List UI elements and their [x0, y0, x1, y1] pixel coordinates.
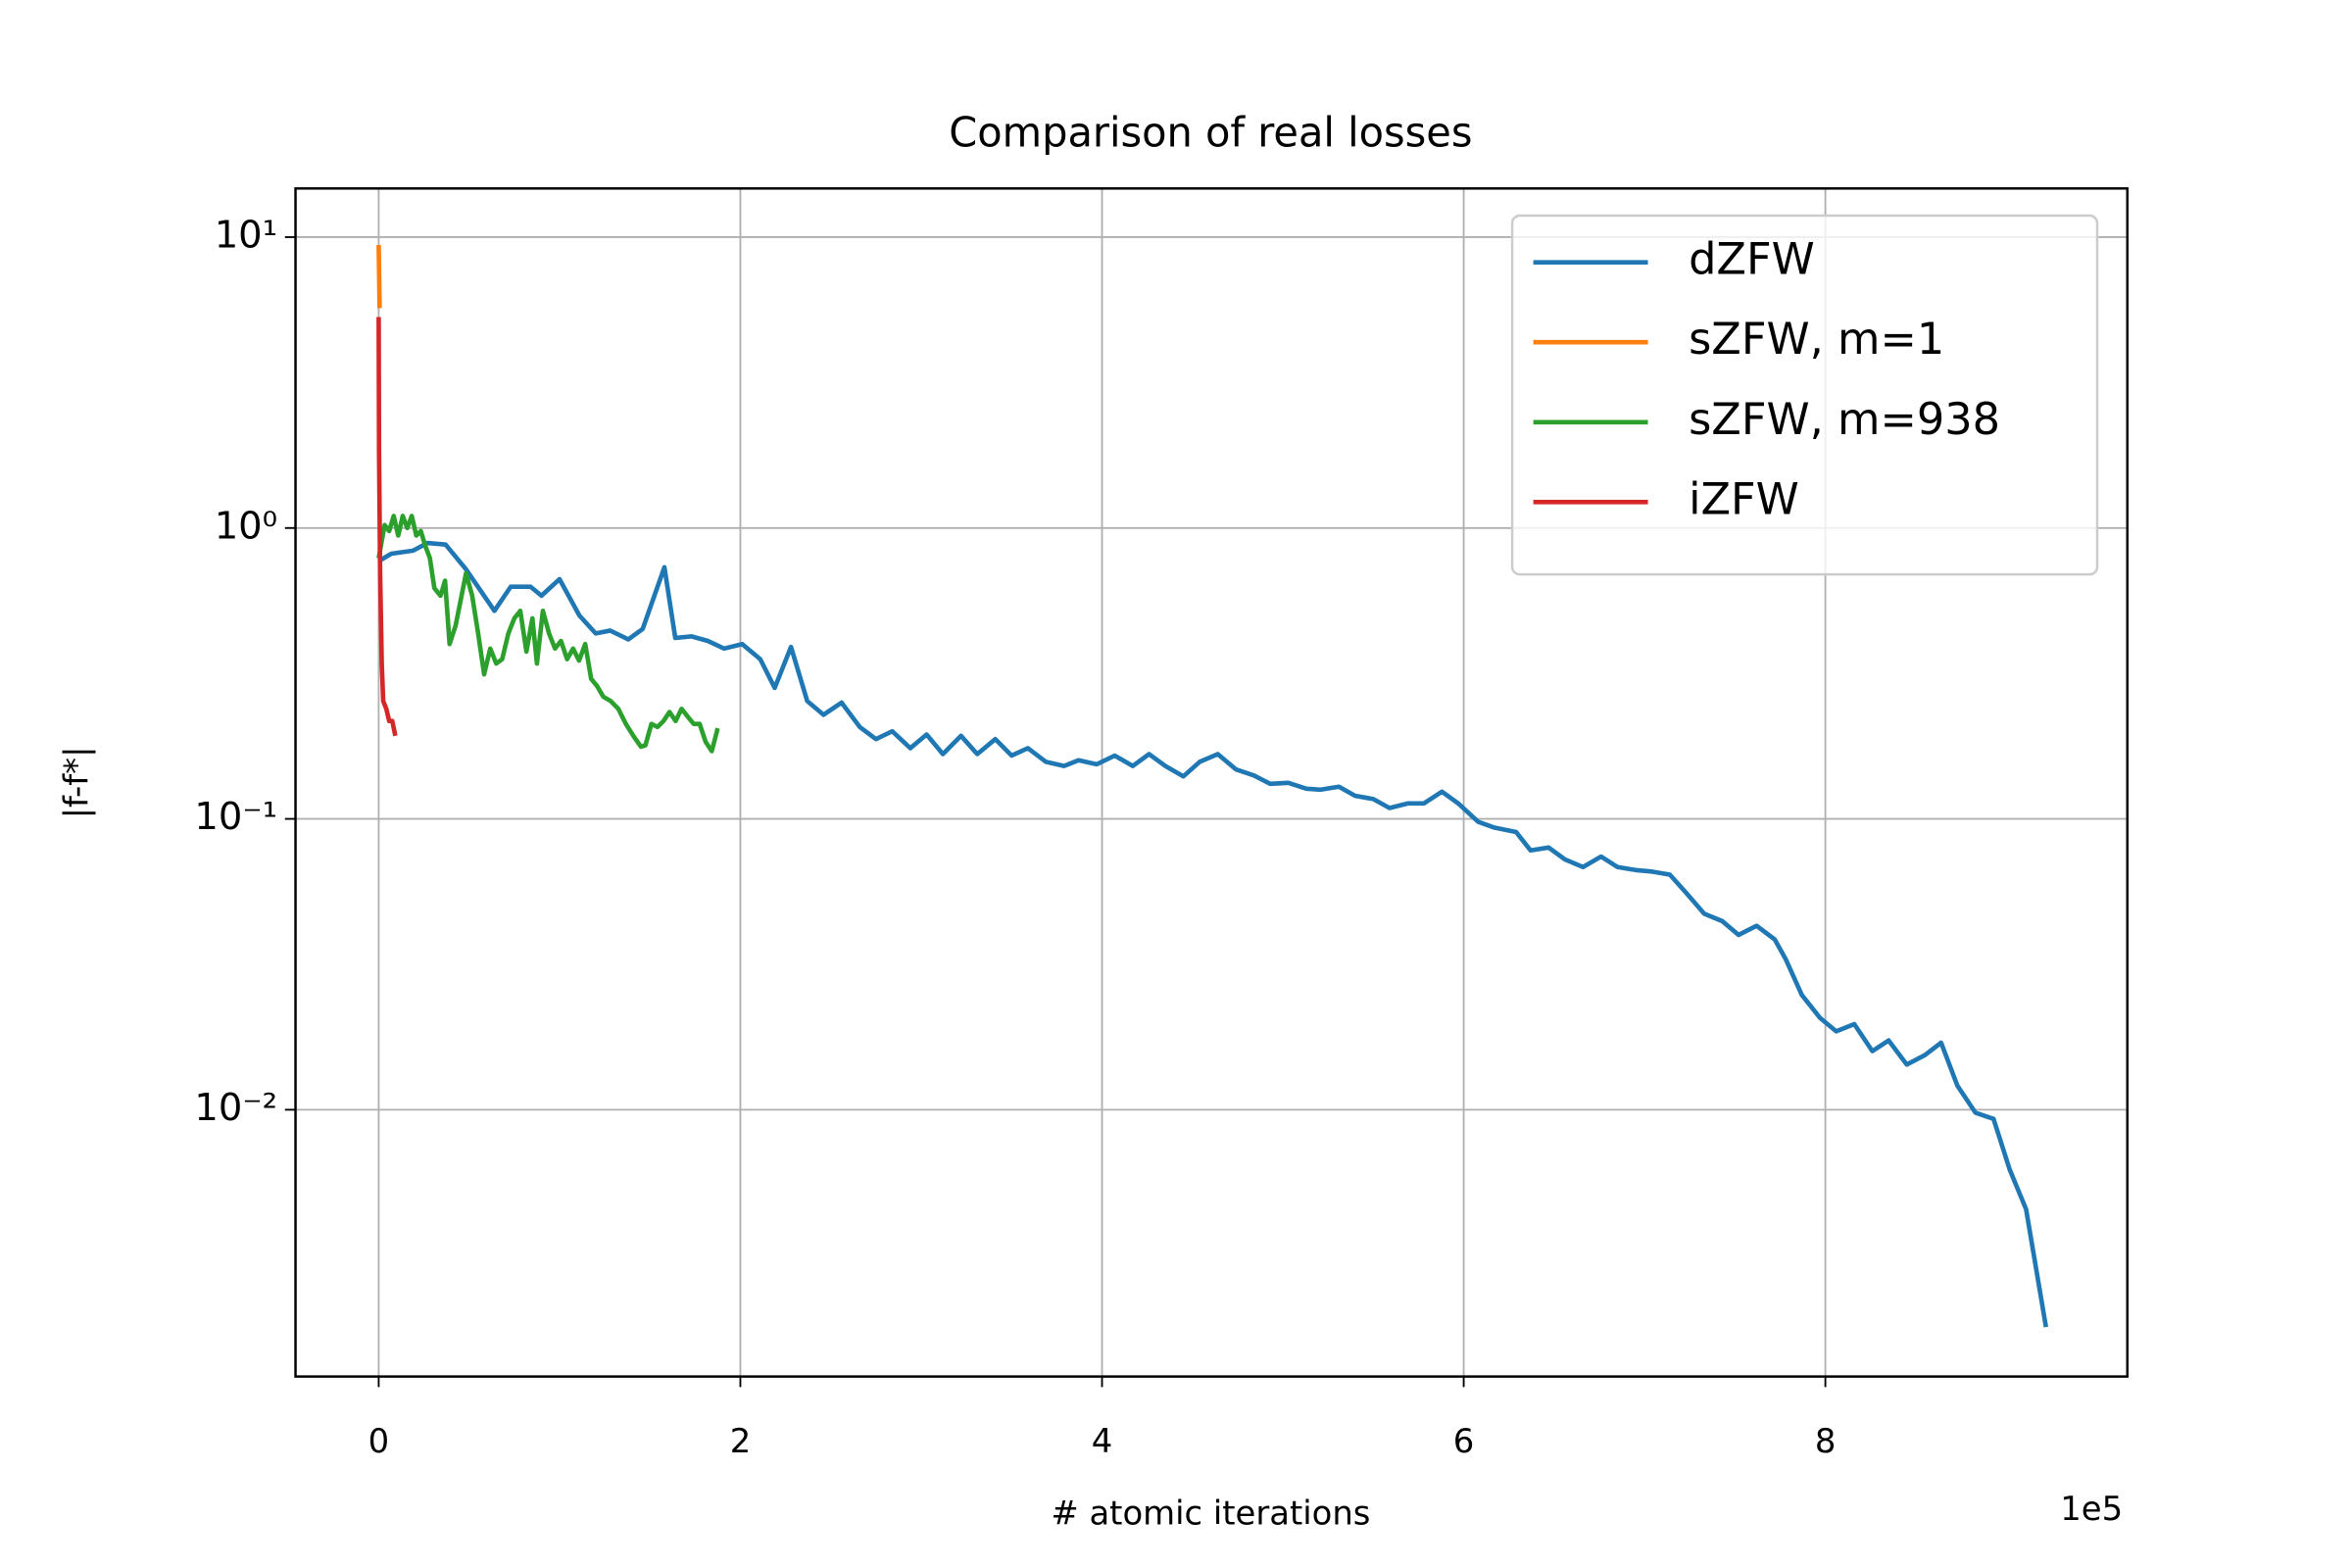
legend-label: iZFW — [1689, 473, 1799, 524]
x-tick-label: 2 — [730, 1422, 752, 1460]
y-tick-label: 10⁻¹ — [194, 795, 277, 839]
x-tick-label: 4 — [1092, 1422, 1113, 1460]
y-tick-label: 10⁰ — [215, 504, 277, 548]
chart-title: Comparison of real losses — [949, 108, 1472, 156]
y-tick-label: 10¹ — [215, 213, 277, 257]
line — [376, 514, 720, 754]
x-tick-label: 8 — [1815, 1422, 1837, 1460]
line — [376, 244, 382, 309]
line — [376, 317, 398, 737]
line — [377, 540, 2049, 1328]
x-tick-label: 0 — [368, 1422, 390, 1460]
x-offset-label: 1e5 — [2060, 1490, 2123, 1528]
x-tick-label: 6 — [1453, 1422, 1475, 1460]
legend-label: sZFW, m=1 — [1689, 314, 1944, 365]
legend-label: dZFW — [1689, 234, 1815, 285]
y-tick-label: 10⁻² — [194, 1086, 277, 1130]
y-axis-label: |f-f*| — [58, 747, 96, 819]
legend-label: sZFW, m=938 — [1689, 394, 2000, 445]
x-axis-label: # atomic iterations — [1051, 1494, 1370, 1533]
axes-frame — [294, 187, 2129, 1378]
legend-box — [1510, 214, 2099, 576]
